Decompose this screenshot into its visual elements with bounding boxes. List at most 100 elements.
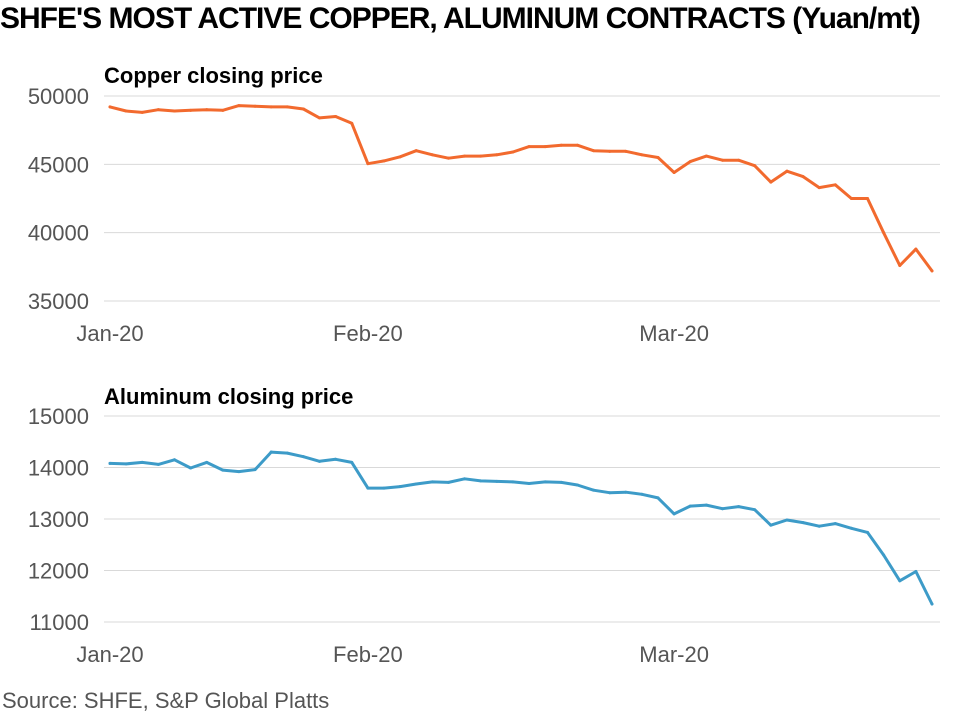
copper-data-point: [463, 154, 467, 158]
copper-data-point: [446, 156, 450, 160]
copper-data-point: [898, 263, 902, 267]
copper-data-point: [672, 171, 676, 175]
copper-data-point: [688, 160, 692, 164]
aluminum-data-point: [108, 461, 112, 465]
copper-data-point: [575, 143, 579, 147]
aluminum-data-point: [527, 481, 531, 485]
aluminum-data-point: [656, 496, 660, 500]
copper-data-point: [833, 183, 837, 187]
copper-data-point: [253, 104, 257, 108]
aluminum-data-point: [430, 480, 434, 484]
copper-data-point: [285, 105, 289, 109]
copper-data-point: [737, 158, 741, 162]
copper-data-point: [592, 149, 596, 153]
copper-data-point: [495, 153, 499, 157]
aluminum-chart-title: Aluminum closing price: [104, 384, 353, 409]
copper-data-point: [720, 158, 724, 162]
aluminum-data-point: [817, 524, 821, 528]
copper-price-line: [108, 104, 934, 273]
aluminum-y-tick-label: 15000: [28, 404, 89, 429]
aluminum-data-point: [559, 480, 563, 484]
aluminum-gridlines: [104, 415, 940, 623]
copper-data-point: [882, 231, 886, 235]
aluminum-data-point: [914, 570, 918, 574]
aluminum-data-point: [737, 505, 741, 509]
copper-data-point: [350, 121, 354, 125]
aluminum-data-point: [285, 451, 289, 455]
aluminum-data-point: [640, 492, 644, 496]
copper-data-point: [914, 247, 918, 251]
aluminum-data-point: [543, 480, 547, 484]
copper-data-point: [704, 154, 708, 158]
copper-data-point: [656, 156, 660, 159]
aluminum-data-point: [221, 468, 225, 472]
copper-data-point: [269, 105, 273, 109]
aluminum-data-point: [479, 479, 483, 483]
aluminum-data-point: [318, 459, 322, 463]
copper-data-point: [318, 116, 322, 120]
copper-x-tick-label: Mar-20: [639, 321, 709, 346]
aluminum-data-point: [446, 480, 450, 484]
aluminum-data-point: [688, 504, 692, 508]
copper-series: [108, 104, 934, 273]
aluminum-data-point: [930, 602, 934, 606]
aluminum-data-point: [801, 521, 805, 525]
copper-data-point: [543, 145, 547, 149]
copper-data-point: [221, 108, 225, 112]
copper-data-point: [398, 155, 402, 159]
aluminum-data-point: [898, 579, 902, 583]
copper-data-point: [382, 159, 386, 163]
copper-chart-panel: Copper closing price 50000 45000 40000 3500…: [28, 63, 940, 346]
aluminum-data-point: [253, 468, 257, 472]
aluminum-data-point: [172, 458, 176, 462]
aluminum-data-point: [704, 503, 708, 507]
aluminum-data-point: [189, 466, 193, 470]
aluminum-data-point: [237, 470, 241, 474]
aluminum-y-tick-label: 13000: [28, 507, 89, 532]
aluminum-data-point: [124, 462, 128, 466]
copper-y-tick-label: 45000: [28, 152, 89, 177]
copper-data-point: [205, 108, 209, 112]
copper-data-point: [559, 143, 563, 147]
aluminum-data-point: [334, 457, 338, 461]
copper-y-tick-label: 50000: [28, 84, 89, 109]
copper-x-axis: Jan-20 Feb-20 Mar-20: [76, 321, 709, 346]
aluminum-data-point: [269, 450, 273, 454]
copper-data-point: [930, 269, 934, 273]
aluminum-data-point: [366, 486, 370, 490]
aluminum-data-point: [205, 460, 209, 464]
copper-data-point: [172, 109, 176, 113]
copper-data-point: [801, 175, 805, 179]
aluminum-data-point: [495, 479, 499, 483]
aluminum-data-point: [382, 486, 386, 490]
aluminum-x-tick-label: Jan-20: [76, 642, 143, 667]
copper-data-point: [140, 110, 144, 114]
copper-y-tick-label: 35000: [28, 289, 89, 314]
aluminum-data-point: [849, 526, 853, 530]
aluminum-data-point: [414, 482, 418, 486]
chart-main-title: SHFE'S MOST ACTIVE COPPER, ALUMINUM CONT…: [0, 2, 921, 35]
aluminum-data-point: [140, 460, 144, 464]
aluminum-data-point: [882, 553, 886, 557]
aluminum-data-point: [350, 460, 354, 464]
copper-data-point: [511, 150, 515, 154]
copper-data-point: [817, 186, 821, 190]
aluminum-x-tick-label: Mar-20: [639, 642, 709, 667]
copper-chart-title: Copper closing price: [104, 63, 323, 88]
aluminum-data-point: [592, 488, 596, 492]
copper-data-point: [479, 154, 483, 158]
copper-data-point: [301, 107, 305, 111]
copper-data-point: [189, 108, 193, 112]
aluminum-data-point: [608, 491, 612, 495]
aluminum-data-point: [785, 518, 789, 522]
copper-x-tick-label: Feb-20: [333, 321, 403, 346]
copper-data-point: [108, 105, 112, 109]
aluminum-y-tick-label: 11000: [29, 610, 89, 635]
aluminum-data-point: [301, 455, 305, 459]
aluminum-data-point: [866, 530, 870, 534]
aluminum-data-point: [463, 477, 467, 481]
copper-data-point: [124, 109, 128, 113]
aluminum-data-point: [672, 512, 676, 516]
copper-data-point: [753, 164, 757, 168]
